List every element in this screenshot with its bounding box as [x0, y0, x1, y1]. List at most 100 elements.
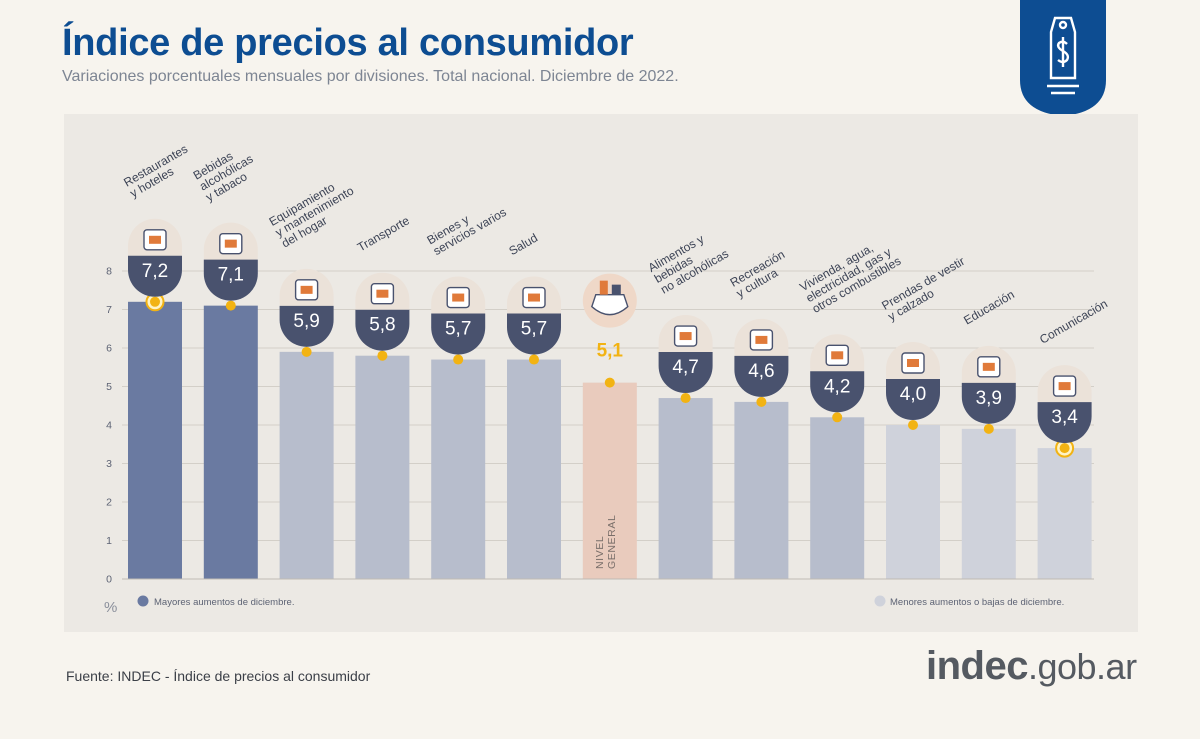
y-tick-label: 8 [106, 266, 112, 278]
bar [1037, 448, 1092, 579]
category-label-line: Educación [961, 287, 1017, 327]
bar [886, 425, 940, 579]
value-label: 3,9 [976, 388, 1002, 409]
value-marker [529, 354, 539, 365]
value-label: 7,2 [142, 261, 168, 282]
bar [128, 301, 182, 579]
value-badge [810, 371, 865, 413]
value-marker [301, 346, 312, 357]
bulb-key-icon [825, 344, 849, 366]
general-label-line: NIVEL [594, 536, 606, 569]
value-marker [225, 300, 236, 311]
value-badge [431, 313, 486, 355]
value-marker [908, 420, 918, 430]
bar [810, 417, 865, 579]
value-label: 5,8 [369, 315, 395, 336]
value-marker [756, 396, 767, 407]
tshirt-icon [901, 352, 925, 374]
value-marker [680, 393, 691, 404]
value-badge [734, 355, 789, 397]
page-title: Índice de precios al consumidor [62, 22, 634, 64]
value-marker [604, 377, 615, 388]
value-badge [203, 259, 258, 301]
category-label-line: Comunicación [1037, 297, 1110, 347]
y-tick-label: 0 [106, 574, 112, 586]
bar [203, 305, 258, 579]
value-marker [453, 354, 464, 365]
washing-machine-icon [294, 279, 319, 301]
value-marker [377, 350, 388, 361]
value-badge [886, 379, 940, 420]
value-label: 5,7 [445, 319, 471, 340]
value-label: 3,4 [1051, 407, 1078, 428]
price-tag-icon [1047, 16, 1079, 95]
category-label: Transporte [355, 213, 412, 254]
bar [279, 351, 334, 579]
bus-card-icon [370, 283, 395, 305]
general-bar-label: NIVEL GENERAL [594, 515, 618, 569]
general-label-line: GENERAL [606, 515, 618, 569]
brand-main: indec [926, 644, 1028, 688]
y-tick-label: 5 [106, 381, 112, 393]
legend-marker-highest [137, 595, 149, 607]
y-axis-unit: % [104, 599, 117, 616]
value-badge [1037, 402, 1092, 444]
legend-label-highest: Mayores aumentos de diciembre. [154, 597, 294, 608]
brand-suffix: .gob.ar [1027, 646, 1137, 687]
value-label: 4,2 [824, 376, 850, 397]
value-label: 4,6 [748, 361, 774, 382]
bar [431, 359, 486, 579]
category-label: Comunicación [1037, 297, 1110, 347]
legend-marker-lowest [874, 595, 886, 607]
cutlery-plate-icon [143, 229, 167, 251]
category-label-line: Salud [507, 231, 541, 258]
value-label: 4,0 [900, 384, 926, 405]
category-label: Educación [961, 287, 1017, 327]
price-tag-badge [1020, 0, 1106, 116]
value-badge [279, 305, 334, 347]
y-tick-label: 6 [106, 343, 112, 355]
umbrella-sun-icon [749, 329, 774, 351]
value-label: 7,1 [218, 265, 244, 286]
value-label: 5,7 [521, 319, 547, 340]
y-tick-label: 3 [106, 458, 112, 470]
source-note: Fuente: INDEC - Índice de precios al con… [66, 668, 371, 684]
notebook-icon [977, 356, 1001, 378]
food-icon [673, 325, 698, 347]
y-tick-label: 2 [106, 497, 112, 509]
indec-logo: indec.gob.ar [926, 644, 1137, 689]
comb-scissors-icon [446, 286, 470, 309]
value-badge [658, 352, 713, 394]
smartphone-icon [1052, 375, 1077, 397]
bar [734, 401, 789, 579]
value-label: 4,7 [672, 357, 698, 378]
bar [961, 428, 1016, 579]
legend-label-lowest: Menores aumentos o bajas de diciembre. [890, 597, 1064, 608]
category-label-line: Transporte [355, 213, 412, 254]
value-badge [507, 313, 561, 355]
value-marker [1059, 443, 1070, 454]
y-tick-label: 7 [106, 304, 112, 316]
value-badge [961, 382, 1016, 424]
y-tick-label: 4 [106, 420, 112, 432]
value-marker [983, 423, 994, 434]
value-label: 5,1 [597, 341, 624, 362]
first-aid-icon [522, 286, 546, 309]
page-subtitle: Variaciones porcentuales mensuales por d… [62, 68, 679, 85]
bar [355, 355, 410, 579]
category-label: Salud [507, 231, 541, 258]
bar [658, 398, 713, 579]
value-label: 5,9 [293, 311, 319, 332]
value-marker [832, 412, 843, 423]
y-tick-label: 1 [106, 535, 112, 547]
value-marker [150, 296, 160, 307]
shopping-bag-icon [590, 280, 629, 316]
bar [582, 382, 637, 579]
value-badge [355, 309, 410, 351]
